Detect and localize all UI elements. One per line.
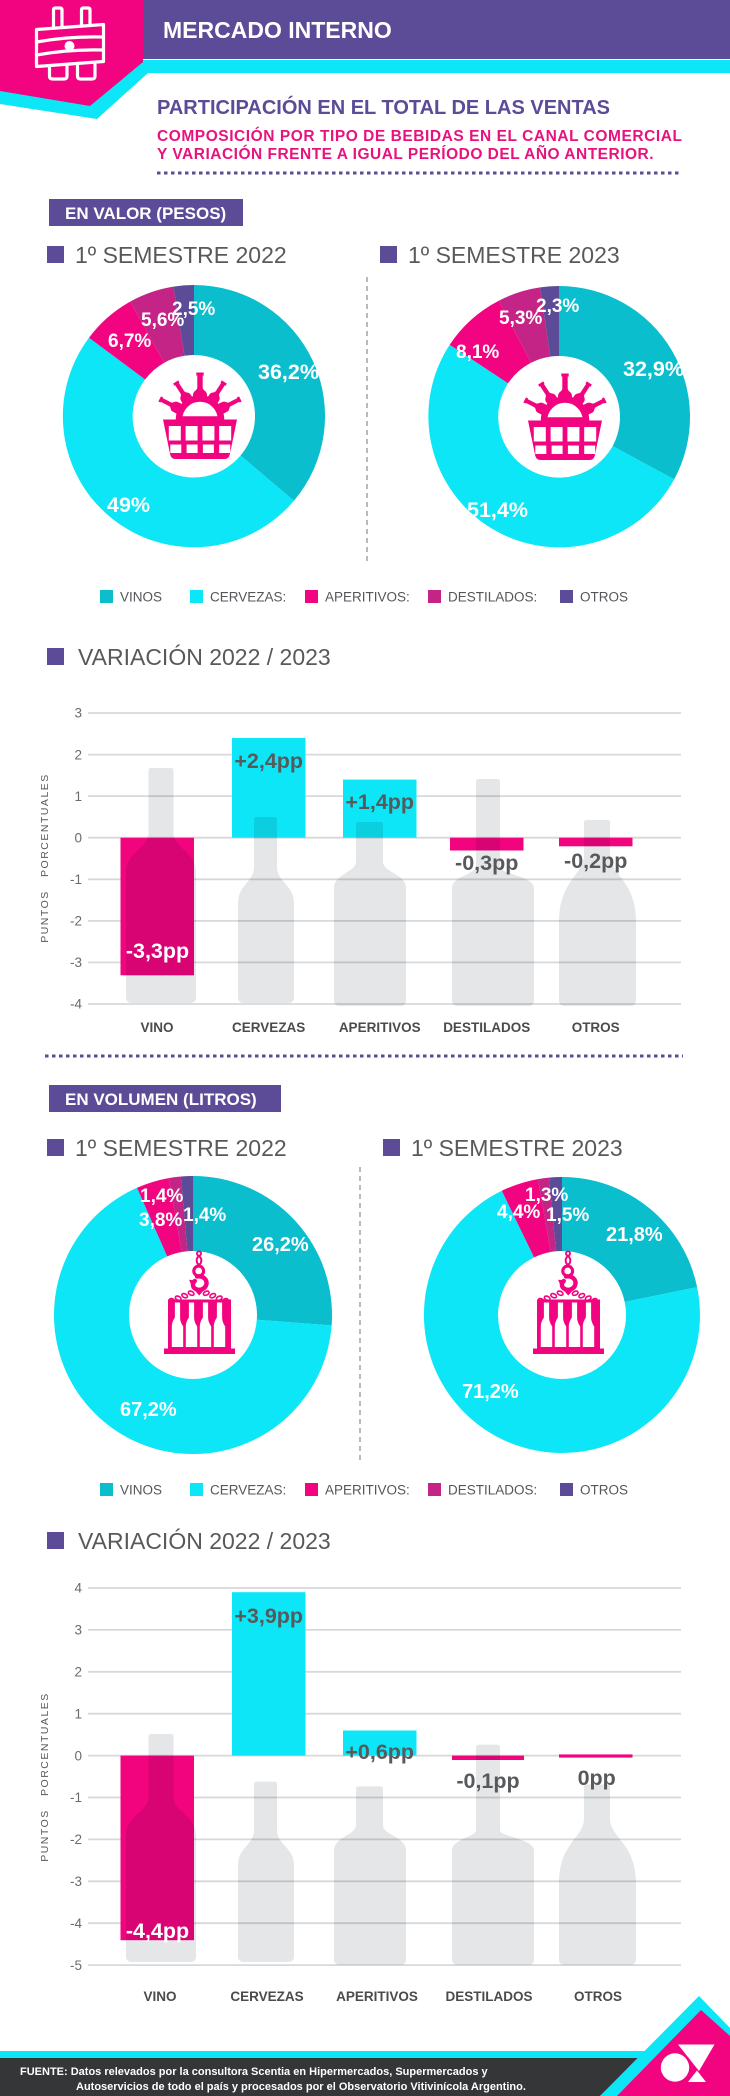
svg-text:21,8%: 21,8% — [606, 1224, 663, 1246]
svg-text:-2: -2 — [70, 914, 82, 929]
svg-text:PUNTOS PORCENTUALES: PUNTOS PORCENTUALES — [39, 773, 51, 943]
svg-text:3: 3 — [74, 1623, 82, 1638]
svg-text:4,4%: 4,4% — [497, 1202, 540, 1223]
svg-text:2,3%: 2,3% — [536, 296, 579, 317]
svg-text:51,4%: 51,4% — [467, 498, 528, 522]
svg-text:3: 3 — [74, 706, 82, 721]
svg-text:+1,4pp: +1,4pp — [345, 790, 414, 814]
svg-text:5,3%: 5,3% — [499, 308, 542, 329]
svg-text:FUENTE: Datos relevados por la: FUENTE: Datos relevados por la consultor… — [20, 2066, 489, 2078]
svg-text:+0,6pp: +0,6pp — [345, 1740, 414, 1764]
svg-text:APERITIVOS:: APERITIVOS: — [325, 590, 410, 605]
svg-text:-5: -5 — [70, 1958, 82, 1973]
svg-text:-0,3pp: -0,3pp — [455, 851, 518, 875]
svg-text:26,2%: 26,2% — [252, 1234, 309, 1256]
svg-text:+2,4pp: +2,4pp — [234, 749, 303, 773]
svg-text:CERVEZAS:: CERVEZAS: — [210, 1483, 286, 1498]
svg-text:2: 2 — [74, 1665, 82, 1680]
svg-text:APERITIVOS:: APERITIVOS: — [325, 1483, 410, 1498]
svg-text:OTROS: OTROS — [580, 590, 628, 605]
svg-text:5,6%: 5,6% — [141, 310, 184, 331]
svg-text:3,8%: 3,8% — [139, 1210, 182, 1231]
svg-text:OTROS: OTROS — [580, 1483, 628, 1498]
svg-text:Y VARIACIÓN FRENTE A IGUAL PER: Y VARIACIÓN FRENTE A IGUAL PERÍODO DEL A… — [157, 145, 654, 163]
svg-text:-1: -1 — [70, 872, 82, 887]
svg-text:71,2%: 71,2% — [462, 1381, 519, 1403]
svg-text:0: 0 — [74, 1748, 82, 1763]
svg-text:CERVEZAS:: CERVEZAS: — [210, 590, 286, 605]
svg-text:VINOS: VINOS — [120, 1483, 162, 1498]
svg-text:VINO: VINO — [140, 1020, 173, 1035]
svg-text:EN VOLUMEN (LITROS): EN VOLUMEN (LITROS) — [65, 1090, 257, 1109]
svg-text:0pp: 0pp — [578, 1766, 616, 1790]
svg-text:-4,4pp: -4,4pp — [126, 1919, 189, 1943]
svg-text:1º SEMESTRE 2022: 1º SEMESTRE 2022 — [75, 1135, 287, 1161]
svg-text:1,3%: 1,3% — [525, 1185, 568, 1206]
svg-text:4: 4 — [74, 1581, 82, 1596]
svg-text:-0,2pp: -0,2pp — [564, 849, 627, 873]
svg-text:0: 0 — [74, 830, 82, 845]
svg-text:DESTILADOS:: DESTILADOS: — [448, 590, 537, 605]
svg-text:DESTILADOS: DESTILADOS — [445, 1989, 532, 2004]
svg-text:-2: -2 — [70, 1832, 82, 1847]
svg-text:MERCADO INTERNO: MERCADO INTERNO — [163, 17, 392, 43]
svg-text:6,7%: 6,7% — [108, 331, 151, 352]
svg-text:-3: -3 — [70, 1874, 82, 1889]
svg-text:EN VALOR (PESOS): EN VALOR (PESOS) — [65, 204, 226, 223]
svg-text:49%: 49% — [107, 493, 150, 517]
svg-text:Autoservicios de todo el país: Autoservicios de todo el país y procesad… — [76, 2081, 526, 2093]
svg-text:APERITIVOS: APERITIVOS — [336, 1989, 418, 2004]
svg-text:VINOS: VINOS — [120, 590, 162, 605]
svg-text:67,2%: 67,2% — [120, 1399, 177, 1421]
svg-text:VINO: VINO — [143, 1989, 176, 2004]
svg-text:-0,1pp: -0,1pp — [456, 1769, 519, 1793]
svg-text:1º SEMESTRE 2023: 1º SEMESTRE 2023 — [408, 242, 620, 268]
svg-text:CERVEZAS: CERVEZAS — [232, 1020, 305, 1035]
svg-text:VARIACIÓN 2022 / 2023: VARIACIÓN 2022 / 2023 — [78, 1528, 331, 1554]
svg-text:2,5%: 2,5% — [172, 299, 215, 320]
svg-text:+3,9pp: +3,9pp — [234, 1604, 303, 1628]
svg-text:DESTILADOS: DESTILADOS — [443, 1020, 530, 1035]
svg-text:36,2%: 36,2% — [258, 360, 319, 384]
svg-text:-1: -1 — [70, 1790, 82, 1805]
svg-text:-3: -3 — [70, 955, 82, 970]
svg-text:PARTICIPACIÓN EN EL TOTAL DE L: PARTICIPACIÓN EN EL TOTAL DE LAS VENTAS — [157, 95, 610, 119]
svg-text:OTROS: OTROS — [572, 1020, 620, 1035]
svg-text:PUNTOS PORCENTUALES: PUNTOS PORCENTUALES — [39, 1692, 51, 1862]
svg-text:-4: -4 — [70, 997, 82, 1012]
svg-text:-4: -4 — [70, 1916, 82, 1931]
svg-text:DESTILADOS:: DESTILADOS: — [448, 1483, 537, 1498]
svg-text:VARIACIÓN 2022 / 2023: VARIACIÓN 2022 / 2023 — [78, 644, 331, 670]
svg-text:2: 2 — [74, 747, 82, 762]
svg-text:32,9%: 32,9% — [623, 357, 684, 381]
svg-text:1,4%: 1,4% — [183, 1205, 226, 1226]
svg-text:APERITIVOS: APERITIVOS — [339, 1020, 421, 1035]
svg-text:-3,3pp: -3,3pp — [126, 939, 189, 963]
svg-text:1: 1 — [74, 1706, 82, 1721]
svg-text:1,5%: 1,5% — [546, 1205, 589, 1226]
svg-text:CERVEZAS: CERVEZAS — [230, 1989, 303, 2004]
svg-text:1º SEMESTRE 2022: 1º SEMESTRE 2022 — [75, 242, 287, 268]
svg-text:1,4%: 1,4% — [140, 1186, 183, 1207]
svg-text:1º SEMESTRE 2023: 1º SEMESTRE 2023 — [411, 1135, 623, 1161]
svg-text:8,1%: 8,1% — [456, 342, 499, 363]
svg-text:1: 1 — [74, 789, 82, 804]
svg-text:COMPOSICIÓN POR TIPO DE BEBIDA: COMPOSICIÓN POR TIPO DE BEBIDAS EN EL CA… — [157, 127, 682, 145]
svg-text:OTROS: OTROS — [574, 1989, 622, 2004]
